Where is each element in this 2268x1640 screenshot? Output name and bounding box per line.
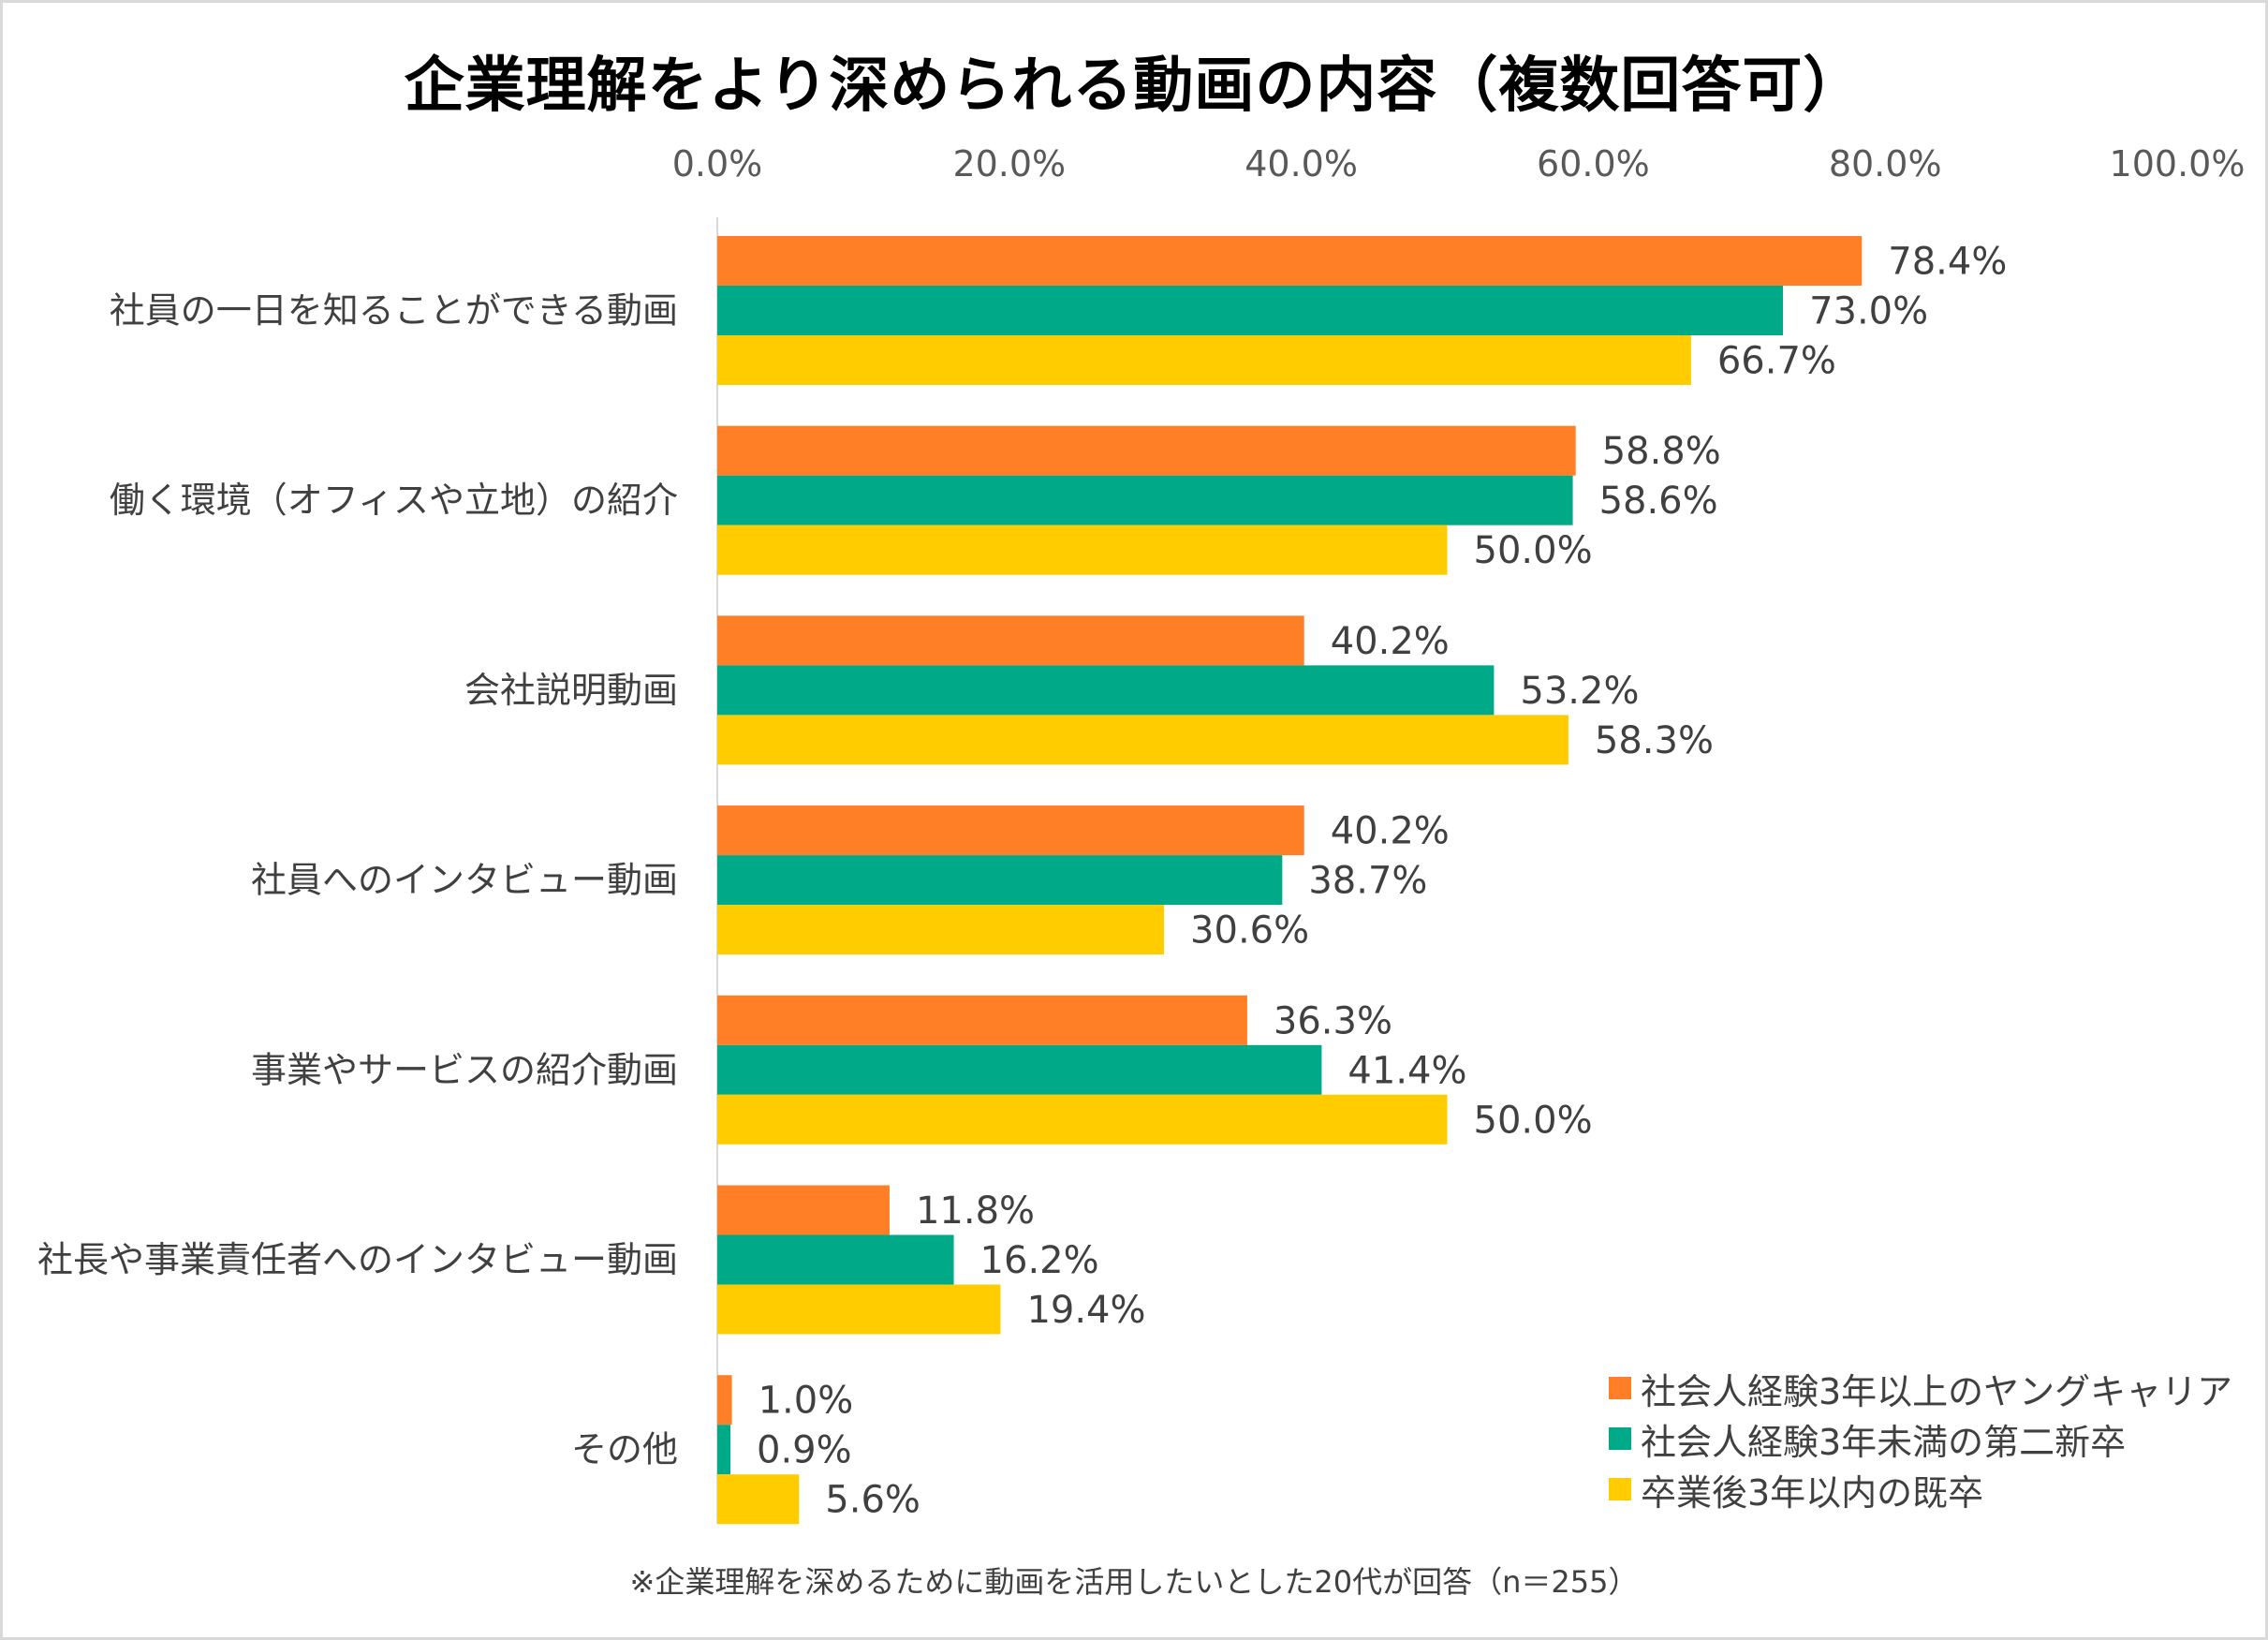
bar — [717, 286, 1784, 335]
bar — [717, 1474, 800, 1525]
category-label: その他 — [571, 1429, 678, 1470]
bar — [717, 1375, 732, 1426]
category-label: 社員の一日を知ることができる動画 — [110, 290, 678, 332]
bar — [717, 995, 1247, 1045]
bar — [717, 905, 1165, 955]
chart-title: 企業理解をより深められる動画の内容（複数回答可） — [404, 52, 1864, 121]
data-label: 36.3% — [1274, 999, 1392, 1042]
category-label: 社員へのインタビュー動画 — [251, 860, 678, 901]
bar — [717, 425, 1576, 476]
bar — [717, 1425, 731, 1475]
x-tick-label: 80.0% — [1829, 143, 1942, 185]
bar — [717, 1185, 890, 1235]
data-label: 53.2% — [1520, 670, 1639, 713]
data-label: 78.4% — [1888, 241, 2007, 284]
data-label: 41.4% — [1348, 1049, 1466, 1092]
data-label: 58.6% — [1599, 480, 1718, 523]
data-label: 66.7% — [1717, 340, 1836, 383]
data-label: 30.6% — [1190, 909, 1309, 953]
category-label: 社長や事業責任者へのインタビュー動画 — [37, 1239, 678, 1280]
data-label: 40.2% — [1331, 620, 1450, 663]
bar — [717, 1284, 1001, 1335]
bar — [717, 1234, 954, 1285]
category-label: 働く環境（オフィスや立地）の紹介 — [110, 480, 678, 521]
data-label: 40.2% — [1331, 810, 1450, 853]
x-tick-label: 100.0% — [2110, 143, 2246, 185]
data-label: 16.2% — [980, 1239, 1099, 1282]
legend-item-second-new-grad: 社会人経験3年未満の第二新卒 — [1609, 1413, 2255, 1464]
data-label: 11.8% — [916, 1189, 1035, 1233]
category-label: 会社説明動画 — [464, 670, 678, 711]
bar — [717, 525, 1448, 575]
legend-label-graduate: 卒業後3年以内の既卒 — [1641, 1471, 1984, 1514]
bar — [717, 236, 1863, 286]
bar — [717, 615, 1304, 666]
legend-swatch-graduate — [1609, 1478, 1631, 1500]
data-label: 5.6% — [825, 1479, 920, 1522]
data-label: 73.0% — [1809, 290, 1928, 333]
legend: 社会人経験3年以上のヤングキャリア 社会人経験3年未満の第二新卒 卒業後3年以内… — [1609, 1363, 2255, 1514]
x-tick-label: 0.0% — [672, 143, 763, 185]
legend-label-second-new-grad: 社会人経験3年未満の第二新卒 — [1641, 1421, 2127, 1463]
data-label: 50.0% — [1474, 1099, 1593, 1142]
bar — [717, 1044, 1322, 1095]
data-label: 58.3% — [1595, 719, 1714, 762]
bar — [717, 335, 1691, 385]
bar — [717, 665, 1495, 716]
legend-item-young-career: 社会人経験3年以上のヤングキャリア — [1609, 1363, 2255, 1413]
bar — [717, 1094, 1448, 1145]
data-label: 58.8% — [1602, 430, 1721, 473]
x-tick-label: 20.0% — [952, 143, 1066, 185]
bar — [717, 715, 1568, 765]
footnote: ※企業理解を深めるために動画を活用したいとした20代が回答（n＝255） — [629, 1564, 1639, 1600]
bar — [717, 855, 1283, 906]
legend-label-young-career: 社会人経験3年以上のヤングキャリア — [1641, 1370, 2233, 1412]
bar — [717, 805, 1304, 856]
data-label: 1.0% — [758, 1380, 854, 1423]
category-label: 事業やサービスの紹介動画 — [251, 1049, 678, 1090]
data-label: 50.0% — [1474, 529, 1593, 572]
x-tick-label: 60.0% — [1537, 143, 1650, 185]
bar — [717, 475, 1573, 525]
x-tick-label: 40.0% — [1244, 143, 1358, 185]
legend-swatch-young-career — [1609, 1377, 1631, 1399]
legend-item-graduate: 卒業後3年以内の既卒 — [1609, 1464, 2255, 1514]
legend-swatch-second-new-grad — [1609, 1427, 1631, 1450]
data-label: 19.4% — [1026, 1289, 1145, 1332]
data-label: 38.7% — [1308, 860, 1427, 903]
data-label: 0.9% — [757, 1429, 852, 1472]
